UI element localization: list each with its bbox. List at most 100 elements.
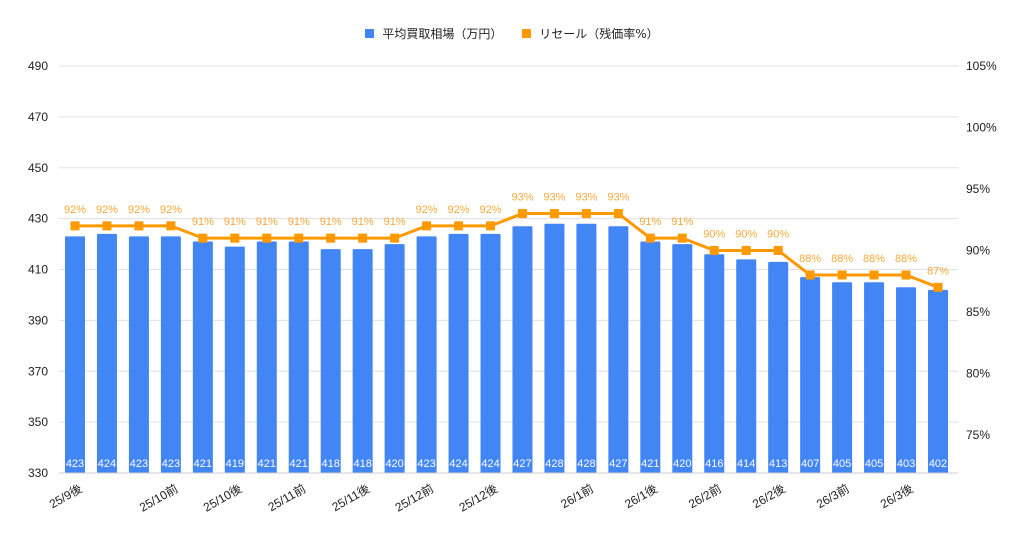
- line-point-marker[interactable]: [741, 245, 751, 255]
- line-value-label: 87%: [927, 265, 949, 277]
- line-value-label: 88%: [863, 253, 885, 265]
- bar[interactable]: [864, 282, 885, 473]
- x-axis-tick-label: 26/3後: [878, 481, 916, 511]
- bar[interactable]: [832, 282, 853, 473]
- line-point-marker[interactable]: [805, 270, 815, 280]
- line-point-marker[interactable]: [869, 270, 879, 280]
- line-point-marker[interactable]: [773, 245, 783, 255]
- right-axis-tick-label: 105%: [966, 59, 997, 73]
- bar[interactable]: [672, 244, 693, 473]
- bar-value-label: 421: [641, 458, 659, 470]
- line-point-marker[interactable]: [517, 209, 527, 219]
- bar[interactable]: [352, 249, 373, 473]
- line-point-marker[interactable]: [198, 233, 208, 243]
- line-value-label: 93%: [575, 192, 597, 204]
- bar[interactable]: [384, 244, 405, 473]
- line-value-label: 88%: [895, 253, 917, 265]
- bar[interactable]: [256, 241, 277, 473]
- bar[interactable]: [800, 277, 821, 473]
- line-value-label: 90%: [735, 228, 757, 240]
- x-axis-tick-label: 26/1前: [558, 481, 596, 512]
- x-axis-tick-label: 25/12後: [457, 481, 500, 514]
- bar[interactable]: [128, 236, 149, 473]
- line-point-marker[interactable]: [390, 233, 400, 243]
- line-point-marker[interactable]: [454, 221, 464, 231]
- chart-legend: 平均買取相場（万円） リセール（残価率%）: [0, 25, 1024, 42]
- bar[interactable]: [96, 233, 117, 473]
- x-axis-tick-label: 25/11後: [330, 481, 373, 514]
- line-point-marker[interactable]: [134, 221, 144, 231]
- line-point-marker[interactable]: [358, 233, 368, 243]
- line-point-marker[interactable]: [294, 233, 304, 243]
- line-value-label: 92%: [160, 204, 182, 216]
- line-point-marker[interactable]: [70, 221, 80, 231]
- line-value-label: 91%: [224, 216, 246, 228]
- bar-series: 423 424 423 423 421 419 421 421 418 418 420 423 424 4…: [65, 223, 948, 473]
- left-axis-tick-label: 430: [28, 212, 48, 226]
- bar[interactable]: [576, 223, 597, 473]
- line-point-marker[interactable]: [837, 270, 847, 280]
- bar-value-label: 416: [705, 458, 723, 470]
- legend-label-line: リセール（残価率%）: [539, 27, 659, 41]
- line-value-label: 90%: [703, 228, 725, 240]
- x-axis: 25/9後 25/10前 25/10後 25/11前 25/11後 25/12前 25/12…: [47, 472, 958, 515]
- line-point-marker[interactable]: [262, 233, 272, 243]
- bar[interactable]: [640, 241, 661, 473]
- bar[interactable]: [448, 233, 469, 473]
- bar[interactable]: [416, 236, 437, 473]
- line-point-marker[interactable]: [581, 209, 591, 219]
- bar-value-label: 414: [737, 458, 755, 470]
- bar[interactable]: [896, 287, 917, 473]
- left-axis-tick-label: 390: [28, 313, 48, 327]
- line-point-marker[interactable]: [549, 209, 559, 219]
- line-point-marker[interactable]: [486, 221, 496, 231]
- bar-value-label: 419: [226, 458, 244, 470]
- line-point-marker[interactable]: [166, 221, 176, 231]
- bar-value-label: 420: [673, 458, 691, 470]
- bar[interactable]: [736, 259, 757, 473]
- bar[interactable]: [288, 241, 309, 473]
- line-point-marker[interactable]: [102, 221, 112, 231]
- line-value-label: 93%: [511, 192, 533, 204]
- bar[interactable]: [192, 241, 213, 473]
- line-point-marker[interactable]: [326, 233, 336, 243]
- bar[interactable]: [320, 249, 341, 473]
- bar[interactable]: [512, 226, 533, 473]
- left-axis-tick-label: 450: [28, 161, 48, 175]
- x-axis-tick-label: 25/9後: [47, 481, 85, 511]
- line-value-label: 91%: [288, 216, 310, 228]
- bar-value-label: 402: [929, 458, 947, 470]
- bar[interactable]: [704, 254, 725, 473]
- left-y-axis: 330 350 370 390 410 430 450 470 490: [28, 59, 48, 480]
- line-point-marker[interactable]: [230, 233, 240, 243]
- legend-item-line[interactable]: リセール（残価率%）: [522, 25, 659, 42]
- line-value-label: 91%: [639, 216, 661, 228]
- line-point-marker[interactable]: [901, 270, 911, 280]
- line-value-label: 92%: [480, 204, 502, 216]
- line-value-label: 92%: [96, 204, 118, 216]
- legend-item-bar[interactable]: 平均買取相場（万円）: [365, 25, 502, 42]
- bar-value-label: 418: [353, 458, 371, 470]
- bar[interactable]: [224, 246, 245, 473]
- right-axis-tick-label: 95%: [966, 182, 990, 196]
- left-axis-tick-label: 470: [28, 110, 48, 124]
- line-point-marker[interactable]: [677, 233, 687, 243]
- line-value-label: 90%: [767, 228, 789, 240]
- bar[interactable]: [65, 236, 85, 473]
- line-point-marker[interactable]: [645, 233, 655, 243]
- bar[interactable]: [768, 261, 789, 473]
- bar[interactable]: [480, 233, 501, 473]
- x-axis-tick-label: 25/11前: [265, 481, 308, 515]
- line-point-marker[interactable]: [613, 209, 623, 219]
- line-point-marker[interactable]: [933, 282, 943, 292]
- bar[interactable]: [160, 236, 181, 473]
- legend-swatch-bar: [365, 29, 375, 38]
- bar[interactable]: [544, 223, 565, 473]
- x-axis-tick-label: 26/3前: [813, 481, 851, 512]
- bar-value-label: 424: [481, 458, 499, 470]
- bar[interactable]: [608, 226, 629, 473]
- line-point-marker[interactable]: [709, 245, 719, 255]
- line-point-marker[interactable]: [422, 221, 432, 231]
- left-axis-tick-label: 370: [28, 364, 48, 378]
- bar[interactable]: [928, 289, 948, 473]
